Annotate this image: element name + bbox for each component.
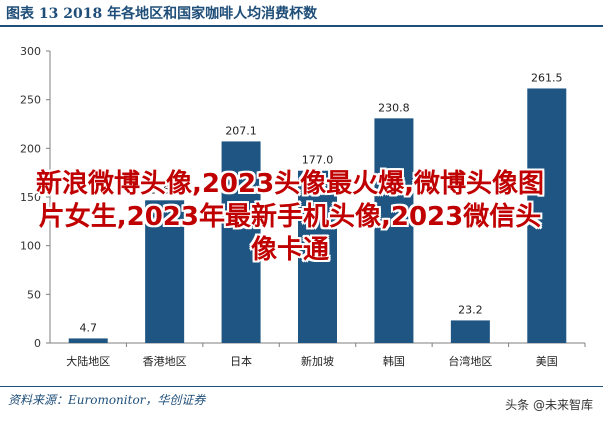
chart-title: 图表 13 2018 年各地区和国家咖啡人均消费杯数 xyxy=(6,6,318,22)
bar-value-label: 230.8 xyxy=(378,101,410,114)
x-tick-label: 新加坡 xyxy=(301,354,334,368)
bar-value-label: 23.2 xyxy=(458,303,483,316)
y-tick-label: 0 xyxy=(34,337,41,350)
bar-value-label: 177.0 xyxy=(302,154,334,167)
bar-value-label: 207.1 xyxy=(225,124,257,137)
y-tick-label: 200 xyxy=(20,142,41,155)
x-tick-label: 台湾地区 xyxy=(448,354,492,368)
y-tick-label: 300 xyxy=(20,45,41,58)
y-tick-label: 100 xyxy=(20,240,41,253)
bar xyxy=(298,170,337,343)
y-tick-label: 50 xyxy=(27,288,41,301)
x-tick-label: 大陆地区 xyxy=(66,354,110,368)
bar-chart: 0 50 100 150 200 250 300 4.7 大陆地区 146.6 香港地区 207.1 日… xyxy=(20,45,586,368)
y-tick-label: 150 xyxy=(20,191,41,204)
source-note: 资料来源：Euromonitor，华创证券 xyxy=(8,393,206,407)
bar xyxy=(374,118,414,343)
header-rule xyxy=(0,25,603,27)
watermark-overlay-text: 新浪微博头像,2023头像最火爆,微博头像图片女生,2023年最新手机头像,20… xyxy=(35,169,545,265)
footer-rule xyxy=(0,386,603,387)
chart-header: 图表 13 2018 年各地区和国家咖啡人均消费杯数 xyxy=(0,0,603,27)
x-tick-label: 美国 xyxy=(536,355,558,368)
x-tick-label: 香港地区 xyxy=(143,355,187,368)
bar-value-label: 4.7 xyxy=(79,321,97,334)
bar-value-label: 146.6 xyxy=(149,183,181,196)
y-tick-label: 250 xyxy=(20,94,41,107)
bar xyxy=(221,141,261,343)
x-tick-label: 日本 xyxy=(230,354,252,368)
x-tick-label: 韩国 xyxy=(383,354,405,368)
bar xyxy=(145,200,185,343)
bar-value-label: 261.5 xyxy=(531,71,563,84)
bar xyxy=(527,88,567,344)
watermark-brand: 头条 @未来智库 xyxy=(505,398,593,412)
bar xyxy=(68,338,108,343)
bar xyxy=(450,320,490,343)
